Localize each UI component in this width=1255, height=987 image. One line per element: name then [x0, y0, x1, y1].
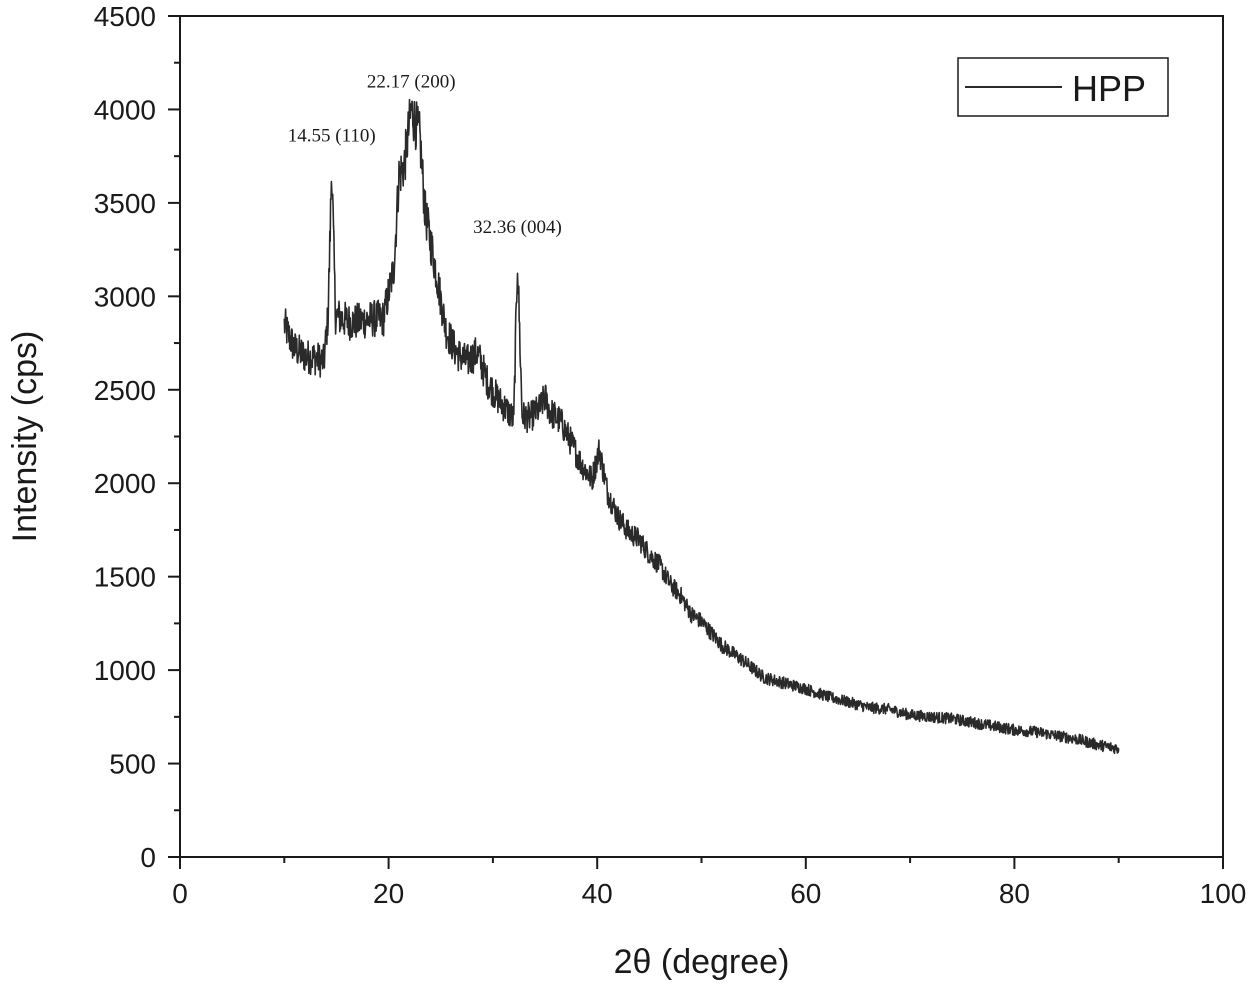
- legend-label-hpp: HPP: [1072, 68, 1146, 109]
- y-tick-label: 2000: [94, 468, 156, 499]
- y-tick-label: 4000: [94, 94, 156, 125]
- y-axis-ticks: 0 500 1000 1500 2000 2500 3000 3500 4000 4500: [94, 1, 180, 873]
- x-tick-label: 80: [999, 878, 1030, 909]
- plot-frame: [179, 15, 1224, 858]
- y-tick-label: 4500: [94, 1, 156, 32]
- x-tick-label: 40: [582, 878, 613, 909]
- y-tick-label: 3500: [94, 188, 156, 219]
- y-tick-label: 3000: [94, 281, 156, 312]
- y-tick-label: 1000: [94, 655, 156, 686]
- x-axis-title: 2θ (degree): [614, 943, 790, 981]
- x-tick-label: 20: [373, 878, 404, 909]
- x-axis-ticks: 0 20 40 60 80 100: [172, 857, 1246, 909]
- y-tick-label: 2500: [94, 375, 156, 406]
- peak-label: 32.36 (004): [473, 217, 562, 238]
- peak-annotations: 14.55 (110) 22.17 (200) 32.36 (004): [288, 71, 562, 238]
- peak-label: 22.17 (200): [367, 71, 456, 92]
- x-tick-label: 0: [172, 878, 188, 909]
- y-tick-label: 1500: [94, 562, 156, 593]
- x-tick-label: 60: [790, 878, 821, 909]
- y-tick-label: 500: [109, 749, 156, 780]
- y-tick-label: 0: [140, 842, 156, 873]
- peak-label: 14.55 (110): [288, 126, 376, 147]
- series-layer: [283, 98, 1120, 755]
- y-axis-title: Intensity (cps): [6, 331, 44, 543]
- legend: HPP: [957, 57, 1169, 117]
- x-tick-label: 100: [1200, 878, 1247, 909]
- series-line-hpp: [283, 98, 1120, 755]
